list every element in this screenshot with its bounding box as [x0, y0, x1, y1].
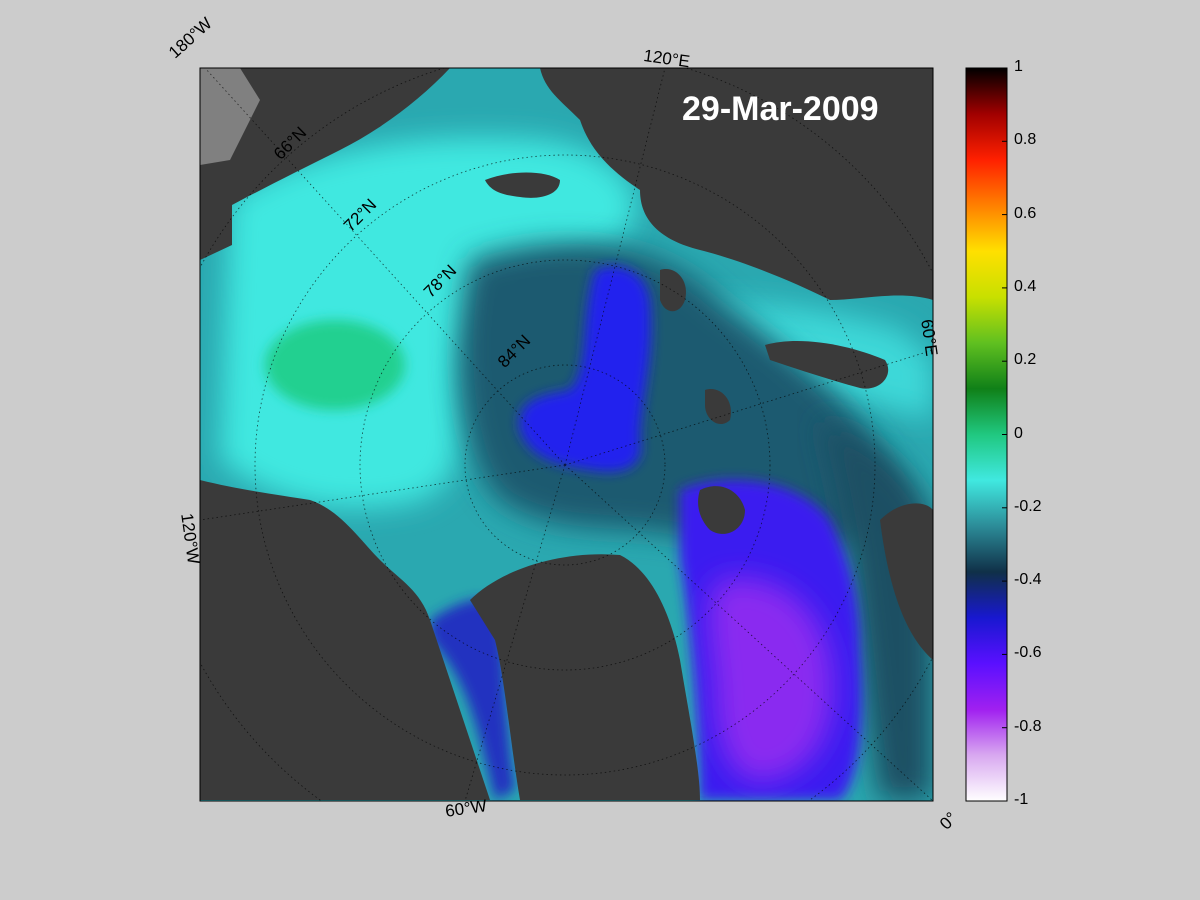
land-scandinavia — [880, 503, 933, 660]
latitude-circle — [254, 154, 876, 776]
colorbar-tick-label: 0.8 — [1014, 131, 1037, 149]
land-islands-b — [660, 269, 686, 312]
colorbar-tick-label: 1 — [1014, 58, 1023, 75]
colorbar-tick-label: -0.6 — [1014, 644, 1042, 662]
map-area — [200, 68, 933, 801]
meridian-line — [200, 464, 566, 521]
sea-baffin-blue — [430, 599, 515, 800]
colorbar-tick-label: 0 — [1014, 424, 1023, 442]
sea-blue-channel — [519, 266, 652, 472]
sea-light-region — [220, 137, 636, 508]
land-siberia — [540, 68, 933, 300]
land-svalbard — [698, 486, 745, 534]
sea-dark-region — [460, 243, 900, 552]
colorbar-ticks — [1002, 67, 1007, 802]
colorbar-tick-label: -0.8 — [1014, 717, 1042, 735]
land-greenland — [470, 554, 700, 800]
graticule — [200, 68, 933, 801]
map-frame — [199, 67, 934, 802]
colorbar-tick-label: -0.2 — [1014, 497, 1042, 515]
meridian-line — [204, 68, 566, 466]
colorbar — [965, 67, 1008, 802]
land-alaska — [200, 68, 450, 260]
meridian-line — [564, 349, 933, 466]
sea-green-patch — [265, 320, 405, 410]
latitude-circle — [359, 259, 771, 671]
land-islands-a — [485, 172, 560, 198]
colorbar-tick-label: -1 — [1014, 791, 1029, 808]
land-masses — [200, 68, 933, 800]
latitude-circle — [464, 364, 666, 566]
colorbar-tick-label: 0.4 — [1014, 277, 1037, 295]
meridian-line — [564, 464, 933, 801]
date-label: 29-Mar-2009 — [682, 90, 879, 128]
meridian-line — [564, 68, 666, 466]
colorbar-tick-label: 0.2 — [1014, 351, 1037, 369]
land-grey-alaska — [200, 68, 260, 165]
colorbar-tick-label: -0.4 — [1014, 571, 1042, 589]
land-canada — [200, 480, 490, 800]
colorbar-tick-label: 0.6 — [1014, 204, 1037, 222]
sea-violet-patch — [708, 578, 833, 782]
land-novaya-zemlya — [765, 340, 889, 389]
